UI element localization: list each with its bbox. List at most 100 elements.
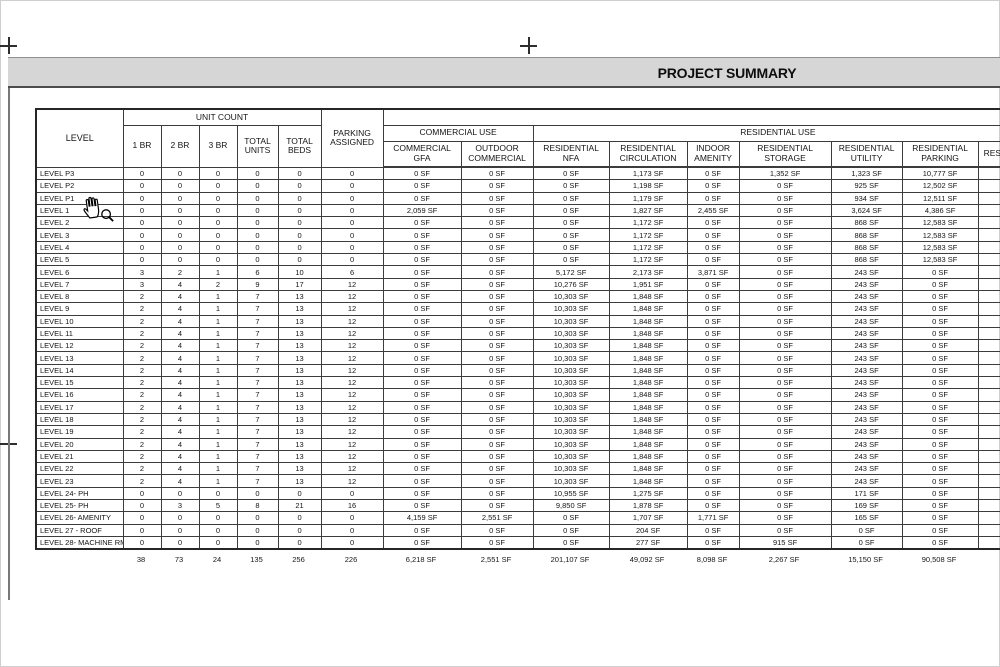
- value-cell: 0 SF: [738, 425, 832, 439]
- value-cell: [977, 265, 1000, 279]
- value-cell: 0 SF: [901, 302, 979, 316]
- level-cell: LEVEL 2: [35, 216, 124, 230]
- col-header-outdoor-commercial: OUTDOOR COMMERCIAL: [460, 140, 534, 168]
- value-cell: 12: [320, 437, 384, 451]
- value-cell: 2: [122, 449, 162, 464]
- table-row: LEVEL 19 2 4 1 7 13 12 0 SF 0 SF 10,303 SF 1,848 S…: [35, 425, 1000, 439]
- value-cell: 12: [320, 302, 384, 316]
- value-cell: 243 SF: [830, 425, 903, 439]
- value-cell: 0: [198, 535, 238, 550]
- level-cell: LEVEL 20: [35, 437, 124, 451]
- value-cell: 7: [236, 437, 279, 451]
- value-cell: 1: [198, 474, 238, 488]
- value-cell: 0 SF: [382, 302, 462, 316]
- value-cell: 1,848 SF: [608, 351, 688, 365]
- value-cell: 0 SF: [738, 289, 832, 304]
- value-cell: 13: [277, 388, 322, 402]
- value-cell: 171 SF: [830, 486, 903, 501]
- value-cell: 0 SF: [382, 376, 462, 390]
- value-cell: 12: [320, 314, 384, 328]
- value-cell: 0 SF: [901, 326, 979, 341]
- value-cell: 0: [160, 486, 200, 501]
- table-row: LEVEL 13 2 4 1 7 13 12 0 SF 0 SF 10,303 SF 1,848 S…: [35, 351, 1000, 365]
- value-cell: 1: [198, 425, 238, 439]
- value-cell: 0: [236, 486, 279, 501]
- value-cell: 10,303 SF: [532, 302, 610, 316]
- value-cell: 243 SF: [830, 302, 903, 316]
- value-cell: 0: [236, 203, 279, 218]
- value-cell: 1,707 SF: [608, 511, 688, 525]
- level-cell: LEVEL 3: [35, 228, 124, 242]
- value-cell: 2: [122, 326, 162, 341]
- value-cell: 243 SF: [830, 351, 903, 365]
- value-cell: 0: [320, 228, 384, 242]
- value-cell: [977, 166, 1000, 181]
- value-cell: 4: [160, 314, 200, 328]
- value-cell: 0 SF: [382, 351, 462, 365]
- value-cell: 0 SF: [901, 376, 979, 390]
- level-cell: LEVEL 6: [35, 265, 124, 279]
- value-cell: 0 SF: [901, 351, 979, 365]
- value-cell: 0 SF: [382, 425, 462, 439]
- value-cell: 0: [160, 228, 200, 242]
- value-cell: 1,323 SF: [830, 166, 903, 181]
- value-cell: 0 SF: [382, 412, 462, 427]
- level-cell: LEVEL 15: [35, 376, 124, 390]
- value-cell: 0: [236, 253, 279, 267]
- value-cell: 0 SF: [901, 314, 979, 328]
- value-cell: 0 SF: [460, 376, 534, 390]
- value-cell: 0 SF: [460, 499, 534, 513]
- value-cell: [977, 437, 1000, 451]
- value-cell: 0: [320, 523, 384, 537]
- value-cell: 0 SF: [460, 486, 534, 501]
- value-cell: 7: [236, 449, 279, 464]
- value-cell: 6: [320, 265, 384, 279]
- value-cell: 0 SF: [830, 523, 903, 537]
- totals-spacer: [35, 555, 122, 564]
- value-cell: 1: [198, 449, 238, 464]
- value-cell: 0 SF: [460, 216, 534, 230]
- value-cell: 0 SF: [738, 302, 832, 316]
- value-cell: 10,303 SF: [532, 289, 610, 304]
- value-cell: 0: [236, 240, 279, 255]
- table-row: LEVEL P2 0 0 0 0 0 0 0 SF 0 SF 0 SF 1,198 SF 0 SF 0 …: [35, 179, 1000, 193]
- value-cell: 1,848 SF: [608, 314, 688, 328]
- value-cell: 0 SF: [901, 265, 979, 279]
- value-cell: 4: [160, 277, 200, 291]
- value-cell: 1,172 SF: [608, 240, 688, 255]
- value-cell: 0 SF: [532, 179, 610, 193]
- value-cell: [977, 400, 1000, 414]
- value-cell: 0 SF: [738, 437, 832, 451]
- col-header-2br: 2 BR: [160, 124, 200, 168]
- value-cell: 2: [122, 412, 162, 427]
- level-cell: LEVEL 18: [35, 412, 124, 427]
- value-cell: 868 SF: [830, 240, 903, 255]
- level-cell: LEVEL P2: [35, 179, 124, 193]
- value-cell: 0 SF: [738, 499, 832, 513]
- value-cell: 1,848 SF: [608, 400, 688, 414]
- value-cell: 2: [122, 314, 162, 328]
- value-cell: [977, 351, 1000, 365]
- value-cell: 0 SF: [532, 535, 610, 550]
- value-cell: 243 SF: [830, 400, 903, 414]
- value-cell: 0 SF: [382, 363, 462, 378]
- value-cell: [977, 523, 1000, 537]
- value-cell: 0 SF: [686, 449, 740, 464]
- value-cell: 0 SF: [901, 535, 979, 550]
- totals-row: 38 73 24 135 256 226 6,218 SF 2,551 SF 201,107 S…: [35, 555, 1000, 564]
- value-cell: 3: [160, 499, 200, 513]
- value-cell: 0 SF: [382, 265, 462, 279]
- value-cell: 0: [277, 179, 322, 193]
- value-cell: 0: [277, 486, 322, 501]
- value-cell: 0 SF: [686, 253, 740, 267]
- value-cell: 0 SF: [738, 326, 832, 341]
- table-row: LEVEL 15 2 4 1 7 13 12 0 SF 0 SF 10,303 SF 1,848 S…: [35, 376, 1000, 390]
- value-cell: 0 SF: [738, 277, 832, 291]
- value-cell: 2: [122, 376, 162, 390]
- value-cell: 1,848 SF: [608, 437, 688, 451]
- value-cell: 0 SF: [382, 166, 462, 181]
- value-cell: 1,848 SF: [608, 326, 688, 341]
- value-cell: 0 SF: [532, 253, 610, 267]
